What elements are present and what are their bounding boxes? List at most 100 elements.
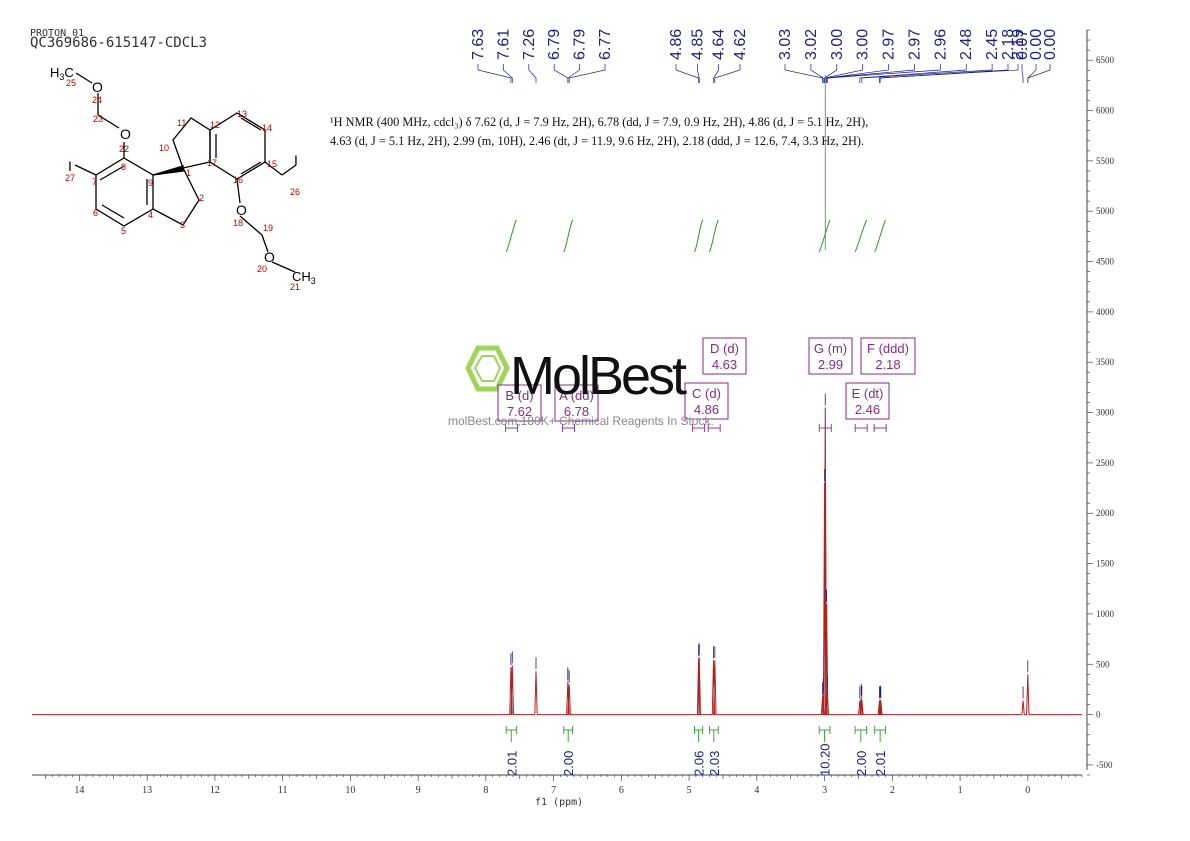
peak-label: 7.26 [521,29,538,60]
integral-curve [854,219,868,253]
integral-curve [818,219,831,253]
x-tick-label: 7 [551,785,556,796]
multiplet-shift: 4.86 [694,402,719,417]
y-tick-label: -500 [1096,760,1113,770]
peak-label-connector [826,64,915,83]
y-tick-label: 2000 [1096,508,1115,518]
svg-text:23: 23 [93,114,103,124]
x-axis-label: f1 (ppm) [535,797,584,808]
svg-text:9: 9 [148,178,153,188]
svg-text:8: 8 [121,162,126,172]
peak-label-connector [568,64,606,83]
integral-value: 2.01 [873,751,888,776]
integral-value: 2.00 [854,751,869,776]
multiplet-box [845,382,890,420]
peak-label: 6.79 [546,29,563,60]
x-axis: 14 13 12 11 10 9 8 7 6 5 4 3 2 1 0 [32,774,1083,796]
multiplet-box [554,384,599,422]
methyl-21-label: CH3 [292,269,316,286]
peak-label: 0.00 [1042,29,1059,60]
svg-text:20: 20 [257,264,267,274]
integral-value: 10.20 [818,743,833,776]
peak-label-connector [714,64,741,83]
peak-label: 0.07 [1014,29,1031,60]
svg-text:3: 3 [180,220,185,230]
multiplet-box [860,337,916,375]
peak-label: 3.00 [855,29,872,60]
peak-sticks [510,393,1029,699]
peak-label: 4.64 [711,29,728,60]
peak-label-connector [503,64,513,83]
peak-label-connector [1027,64,1051,83]
multiplet-boxes: B (d)7.62 A (dd)6.78 C (d)4.86 D (d)4.63 G (… [497,337,916,432]
svg-text:14: 14 [262,123,272,133]
svg-text:1: 1 [186,168,191,178]
integral-value: 2.01 [504,751,519,776]
svg-text:27: 27 [65,173,75,183]
multiplet-shift: 2.46 [855,402,880,417]
integral-curve [505,219,517,253]
svg-text:2: 2 [199,193,204,203]
x-tick-label: 9 [416,785,421,796]
peak-label: 4.62 [732,29,749,60]
integral-curve [694,219,704,253]
peak-label: 2.48 [958,29,975,60]
y-tick-label: 5500 [1096,156,1115,166]
x-tick-label: 14 [74,785,84,796]
y-tick-label: 2500 [1096,458,1115,468]
y-tick-label: 4500 [1096,257,1115,267]
chemical-structure [74,72,297,273]
peak-label-connector [567,64,580,83]
svg-text:11: 11 [177,118,186,128]
peak-label: 7.61 [495,29,512,60]
iodine-27-label: I [68,158,72,174]
multiplet-box [684,382,729,420]
peak-label: 3.00 [829,29,846,60]
svg-text:5: 5 [121,226,126,236]
peak-label: 2.19 [1010,29,1027,60]
multiplet-shift: 2.99 [818,357,843,372]
x-tick-label: 11 [278,785,288,796]
x-tick-label: 3 [822,785,827,796]
oxygen-18-label: O [236,202,247,218]
svg-text:7: 7 [92,177,97,187]
peak-label: 7.63 [470,29,487,60]
peak-label-connector [859,64,967,83]
y-tick-label: 3000 [1096,408,1115,418]
oxygen-20-label: O [264,249,275,265]
multiplet-shift: 4.63 [712,357,737,372]
spectrum-trace [32,407,1082,716]
svg-text:4: 4 [148,210,153,220]
y-tick-label: 5000 [1096,206,1115,216]
multiplet-box [702,337,747,375]
oxygen-24-label: O [92,79,103,95]
peak-label-connector [861,64,993,83]
multiplet-name: G (m) [814,341,847,356]
y-tick-label: 1500 [1096,559,1115,569]
peak-label-connector [477,64,512,83]
svg-text:16: 16 [233,175,243,185]
svg-text:17: 17 [207,158,217,168]
x-tick-label: 13 [142,785,152,796]
peak-label-connector [784,64,823,83]
integral-value: 2.00 [561,751,576,776]
peak-label-connector [879,64,1009,83]
multiplet-name: E (dt) [852,386,884,401]
y-tick-label: 1000 [1096,609,1115,619]
svg-text:21: 21 [290,282,300,292]
peak-label: 6.77 [597,29,614,60]
peak-label: 4.85 [689,29,706,60]
x-tick-label: 1 [958,785,963,796]
multiplet-name: C (d) [692,386,721,401]
y-axis: -500 0 500 1000 1500 2000 2500 3000 3500 4000 4500… [1086,29,1115,776]
peak-label-connector [1027,64,1037,83]
y-tick-label: 6500 [1096,55,1115,65]
x-tick-label: 6 [619,785,624,796]
nmr-summary-text: ¹H NMR (400 MHz, cdcl₃) δ 7.62 (d, J = 7… [330,115,869,148]
peak-label: 0.00 [1028,29,1045,60]
svg-text:19: 19 [263,223,273,233]
svg-text:15: 15 [267,159,277,169]
sample-id: QC369686-615147-CDCL3 [30,35,208,51]
peak-label: 3.02 [803,29,820,60]
